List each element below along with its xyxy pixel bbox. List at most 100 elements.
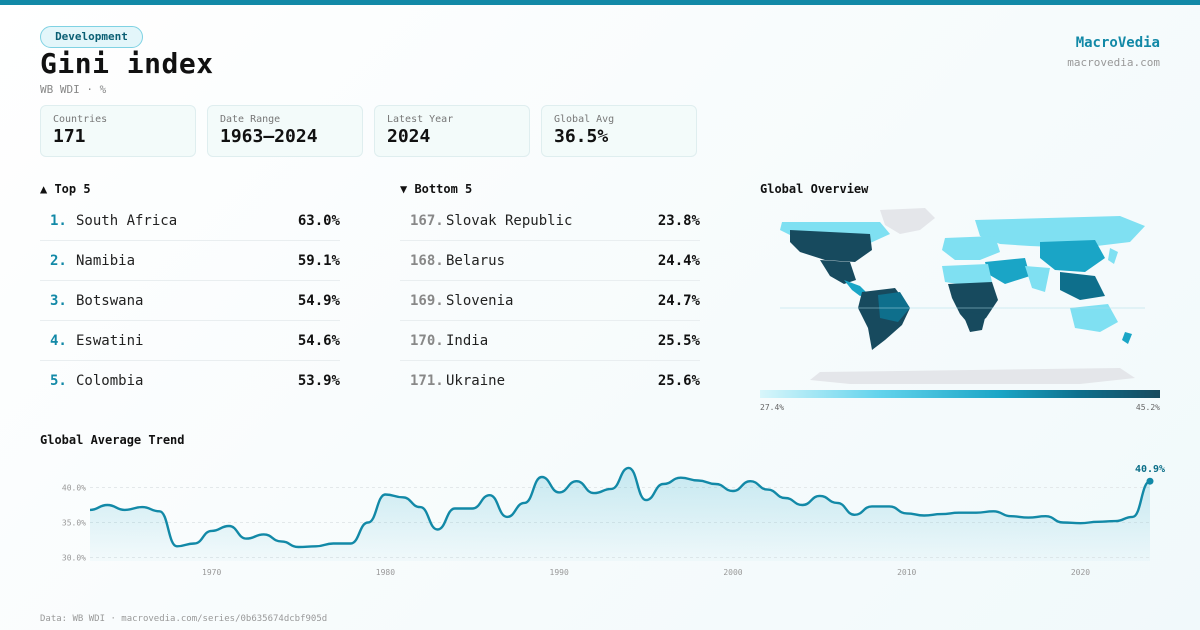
country-value: 54.9%: [297, 292, 340, 309]
country-name: India: [446, 332, 489, 349]
list-item[interactable]: 167. Slovak Republic 23.8%: [400, 201, 700, 241]
trend-chart-svg: 30.0%35.0%40.0%1970 1980 1990 2000 2010 2020 …: [62, 464, 1165, 577]
world-map-svg: [780, 208, 1145, 384]
map-region-southeast-asia[interactable]: [1060, 272, 1105, 300]
country-value: 24.7%: [657, 292, 700, 309]
rank-number: 2.: [50, 252, 67, 269]
map-region-china[interactable]: [1040, 240, 1105, 272]
stat-label: Global Avg: [554, 114, 615, 125]
x-tick-label: 2010: [897, 568, 916, 577]
map-region-brazil[interactable]: [878, 292, 910, 322]
trend-area-fill: [90, 467, 1150, 561]
stat-card-countries: Countries 171: [40, 105, 196, 157]
stat-label: Latest Year: [387, 114, 454, 125]
page-title: Gini index: [40, 47, 214, 80]
country-value: 59.1%: [297, 252, 340, 269]
map-region-north-africa[interactable]: [942, 264, 992, 286]
bottom5-list: 167. Slovak Republic 23.8% 168. Belarus …: [400, 201, 700, 401]
y-tick-label: 40.0%: [62, 484, 86, 493]
trend-last-point[interactable]: [1146, 477, 1154, 485]
world-choropleth-map[interactable]: [760, 200, 1160, 390]
list-item[interactable]: 3. Botswana 54.9%: [40, 281, 340, 321]
map-color-legend: [760, 390, 1160, 398]
map-region-india[interactable]: [1025, 266, 1050, 292]
stat-value: 2024: [387, 126, 431, 147]
map-region-mexico[interactable]: [820, 260, 856, 284]
y-tick-label: 35.0%: [62, 519, 86, 528]
list-item[interactable]: 4. Eswatini 54.6%: [40, 321, 340, 361]
brand-url[interactable]: macrovedia.com: [1067, 56, 1160, 69]
trend-heading: Global Average Trend: [40, 433, 185, 447]
rank-number: 5.: [50, 373, 67, 389]
stat-card-date-range: Date Range 1963–2024: [207, 105, 363, 157]
y-tick-label: 30.0%: [62, 554, 86, 563]
country-name: Slovenia: [446, 292, 514, 309]
map-region-japan[interactable]: [1108, 248, 1118, 264]
country-value: 53.9%: [297, 373, 340, 389]
category-tag[interactable]: Development: [40, 26, 143, 48]
stat-value: 171: [53, 126, 86, 147]
country-name: Colombia: [76, 373, 144, 389]
country-name: Ukraine: [446, 373, 506, 389]
list-item[interactable]: 2. Namibia 59.1%: [40, 241, 340, 281]
map-heading: Global Overview: [760, 182, 869, 196]
top5-heading: ▲ Top 5: [40, 182, 91, 196]
x-tick-label: 2000: [723, 568, 742, 577]
country-value: 25.5%: [657, 332, 700, 349]
list-item[interactable]: 169. Slovenia 24.7%: [400, 281, 700, 321]
stat-label: Countries: [53, 114, 108, 125]
brand-logo[interactable]: MacroVedia: [1075, 35, 1160, 51]
page-subtitle: WB WDI · %: [40, 83, 107, 96]
rank-number: 168.: [410, 252, 444, 269]
rank-number: 170.: [410, 332, 444, 349]
trend-last-value-label: 40.9%: [1135, 464, 1165, 475]
list-item[interactable]: 1. South Africa 63.0%: [40, 201, 340, 241]
rank-number: 3.: [50, 292, 67, 309]
country-value: 24.4%: [657, 252, 700, 269]
x-tick-label: 1990: [550, 568, 569, 577]
country-value: 23.8%: [657, 212, 700, 229]
x-tick-label: 1980: [376, 568, 395, 577]
map-region-australia[interactable]: [1070, 304, 1118, 332]
country-name: Slovak Republic: [446, 212, 573, 229]
list-item[interactable]: 5. Colombia 53.9%: [40, 361, 340, 401]
map-region-usa[interactable]: [790, 230, 872, 262]
legend-min-label: 27.4%: [760, 403, 785, 412]
map-region-middle-east[interactable]: [985, 258, 1030, 284]
map-region-russia[interactable]: [975, 216, 1145, 248]
map-region-subsaharan-africa[interactable]: [948, 282, 998, 328]
map-region-new-zealand[interactable]: [1122, 332, 1132, 344]
map-region-antarctica[interactable]: [810, 368, 1135, 384]
country-value: 63.0%: [297, 212, 340, 229]
rank-number: 4.: [50, 332, 67, 349]
bottom5-heading: ▼ Bottom 5: [400, 182, 473, 196]
footer-source: Data: WB WDI · macrovedia.com/series/0b6…: [40, 614, 328, 624]
map-region-europe[interactable]: [942, 236, 1000, 260]
top5-list: 1. South Africa 63.0% 2. Namibia 59.1% 3…: [40, 201, 340, 401]
map-region-greenland[interactable]: [880, 208, 935, 234]
country-name: Belarus: [446, 252, 506, 269]
country-value: 54.6%: [297, 332, 340, 349]
rank-number: 171.: [410, 373, 444, 389]
x-tick-label: 1970: [202, 568, 221, 577]
trend-line: [89, 466, 1151, 549]
stat-label: Date Range: [220, 114, 281, 125]
rank-number: 169.: [410, 292, 444, 309]
country-name: South Africa: [76, 212, 178, 229]
legend-max-label: 45.2%: [1135, 403, 1160, 412]
trend-chart[interactable]: 30.0% 35.0% 40.0% 1970 1980 1990 2000 2010 2020 …: [40, 458, 1180, 583]
stat-card-latest-year: Latest Year 2024: [374, 105, 530, 157]
x-tick-label: 2020: [1071, 568, 1090, 577]
top-accent-bar: [0, 0, 1200, 5]
rank-number: 1.: [50, 212, 67, 229]
map-region-southern-africa[interactable]: [962, 312, 986, 332]
country-name: Botswana: [76, 292, 144, 309]
list-item[interactable]: 170. India 25.5%: [400, 321, 700, 361]
stat-value: 1963–2024: [220, 126, 318, 147]
stat-card-global-avg: Global Avg 36.5%: [541, 105, 697, 157]
stat-value: 36.5%: [554, 126, 609, 147]
list-item[interactable]: 168. Belarus 24.4%: [400, 241, 700, 281]
country-value: 25.6%: [657, 373, 700, 389]
country-name: Eswatini: [76, 332, 144, 349]
list-item[interactable]: 171. Ukraine 25.6%: [400, 361, 700, 401]
